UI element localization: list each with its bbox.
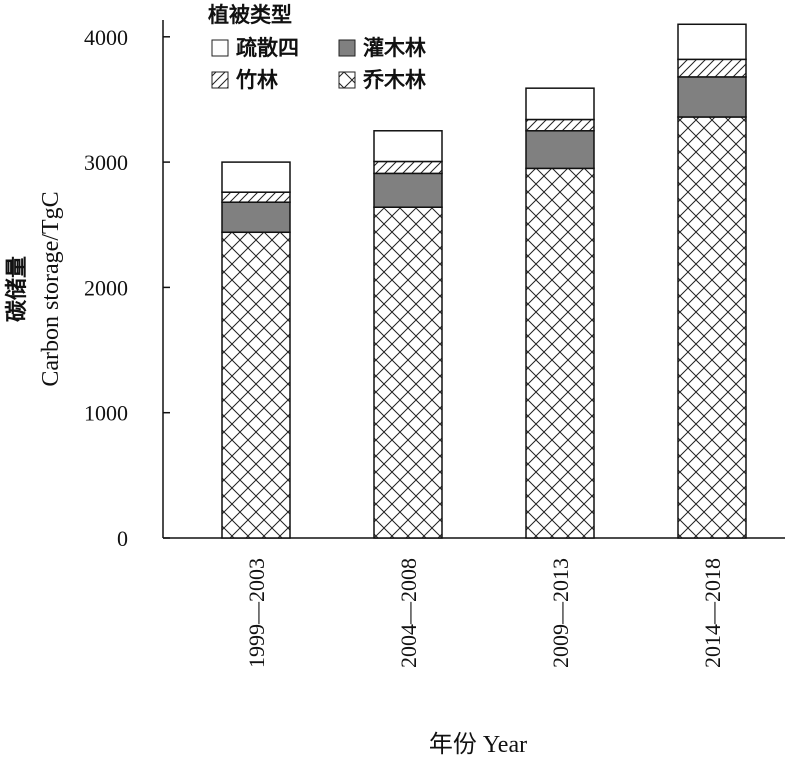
bar-segment-sparse bbox=[373, 130, 443, 163]
bar-segment-bamboo bbox=[525, 118, 595, 132]
legend-label-sparse: 疏散四 bbox=[236, 36, 299, 60]
legend-swatch-bamboo bbox=[211, 71, 229, 89]
bar-segment-shrub bbox=[677, 76, 747, 118]
x-tick-label: 2014—2018 bbox=[700, 558, 725, 668]
x-tick-label: 2009—2013 bbox=[548, 558, 573, 668]
bar-segment-bamboo bbox=[373, 160, 443, 175]
bar-segment-sparse bbox=[525, 87, 595, 121]
bar-segment-tree bbox=[373, 206, 443, 539]
y-tick-label: 0 bbox=[117, 526, 128, 551]
bar-segment-shrub bbox=[373, 172, 443, 208]
bar-segment-sparse bbox=[677, 23, 747, 61]
legend-swatch-sparse bbox=[211, 39, 229, 57]
y-tick-group: 0 1000 2000 3000 4000 bbox=[84, 25, 170, 551]
bar-segment-tree bbox=[677, 116, 747, 539]
x-axis-title: 年份 Year bbox=[429, 731, 527, 758]
legend-label-bamboo: 竹林 bbox=[235, 68, 278, 92]
y-axis-title-cn: 碳储量 bbox=[4, 256, 30, 322]
bar-segment-bamboo bbox=[677, 58, 747, 78]
y-tick-label: 4000 bbox=[84, 25, 128, 50]
bar-segment-tree bbox=[221, 231, 291, 539]
x-tick-label: 2004—2008 bbox=[396, 558, 421, 668]
x-tick-group: 1999—2003 2004—2008 2009—2013 2014—2018 bbox=[244, 558, 725, 668]
bar-segment-sparse bbox=[221, 161, 291, 193]
y-axis-title: Carbon storage/TgC bbox=[38, 191, 64, 386]
y-tick-label: 3000 bbox=[84, 150, 128, 175]
y-tick-label: 1000 bbox=[84, 401, 128, 426]
legend-swatch-shrub bbox=[338, 39, 356, 57]
bar-segment-shrub bbox=[221, 201, 291, 234]
bar-segment-bamboo bbox=[221, 191, 291, 203]
bars-group bbox=[221, 23, 747, 539]
legend-swatch-tree bbox=[338, 71, 356, 89]
x-tick-label: 1999—2003 bbox=[244, 558, 269, 668]
bar-segment-tree bbox=[525, 167, 595, 539]
legend-title: 植被类型 bbox=[208, 3, 292, 27]
bar-segment-shrub bbox=[525, 130, 595, 170]
y-tick-label: 2000 bbox=[84, 275, 128, 300]
legend: 植被类型 疏散四 灌木林 竹林 乔木林 bbox=[208, 3, 426, 92]
legend-label-tree: 乔木林 bbox=[362, 68, 426, 92]
legend-label-shrub: 灌木林 bbox=[363, 36, 426, 60]
